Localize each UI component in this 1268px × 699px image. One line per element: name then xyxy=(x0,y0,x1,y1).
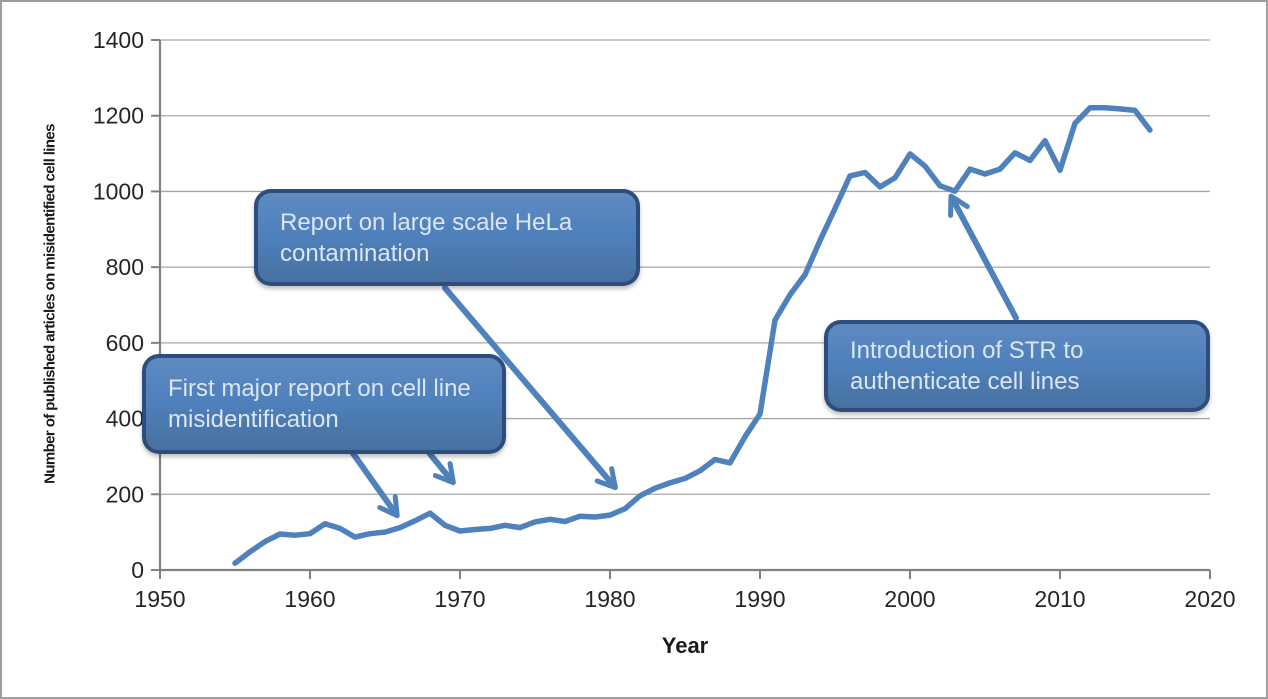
y-tick-label: 0 xyxy=(131,557,144,583)
annotation-str-introduction: Introduction of STR to authenticate cell… xyxy=(824,320,1210,412)
y-tick-label: 400 xyxy=(106,406,144,432)
y-axis-title: Number of published articles on misident… xyxy=(41,124,59,484)
x-tick-label: 1990 xyxy=(734,586,785,612)
x-tick-label: 1950 xyxy=(134,586,185,612)
annotation-hela-contamination: Report on large scale HeLa contamination xyxy=(254,189,640,286)
x-tick-label: 2000 xyxy=(884,586,935,612)
annotation-first-report-text: First major report on cell line misident… xyxy=(168,375,471,433)
x-tick-label: 2020 xyxy=(1184,586,1235,612)
annotation-hela-text: Report on large scale HeLa contamination xyxy=(280,208,573,267)
y-tick-label: 1400 xyxy=(93,27,144,53)
y-tick-label: 200 xyxy=(106,481,144,507)
y-tick-label: 1000 xyxy=(93,178,144,204)
annotation-first-major-report: First major report on cell line misident… xyxy=(142,354,506,454)
x-axis-title: Year xyxy=(661,633,709,658)
arrow-str-to-2002 xyxy=(948,193,1019,321)
y-tick-label: 800 xyxy=(106,254,144,280)
y-tick-label: 600 xyxy=(106,330,144,356)
x-tick-label: 1980 xyxy=(584,586,635,612)
annotation-str-text: Introduction of STR to authenticate cell… xyxy=(850,337,1084,395)
y-tick-label: 1200 xyxy=(93,103,144,129)
series-line-published-articles xyxy=(232,105,1153,566)
x-tick-label: 2010 xyxy=(1034,586,1085,612)
arrow-first-to-1966 xyxy=(349,449,400,519)
x-tick-label: 1970 xyxy=(434,586,485,612)
x-tick-label: 1960 xyxy=(284,586,335,612)
arrow-hela-to-1981 xyxy=(442,285,618,491)
arrow-first-short xyxy=(427,451,456,486)
